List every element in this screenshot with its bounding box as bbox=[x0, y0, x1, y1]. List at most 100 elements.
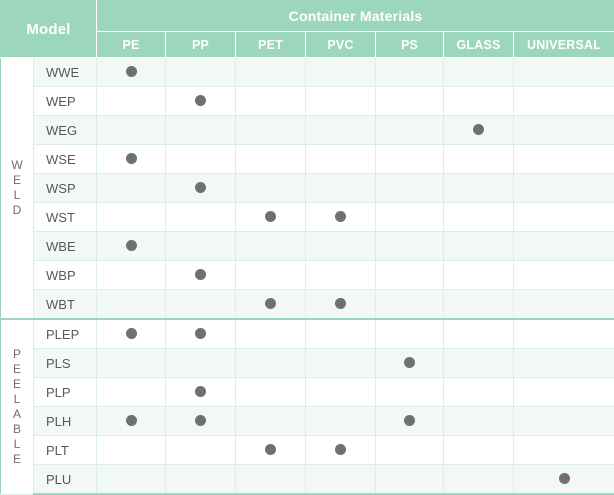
compat-cell-ps bbox=[376, 232, 444, 261]
group-label-letter: L bbox=[1, 188, 33, 203]
compat-cell-universal bbox=[514, 116, 614, 145]
compat-cell-pet bbox=[236, 58, 306, 87]
compat-dot-icon bbox=[195, 95, 206, 106]
compat-cell-pet bbox=[236, 203, 306, 232]
model-name-cell: PLT bbox=[34, 436, 97, 465]
compat-cell-pet bbox=[236, 465, 306, 495]
compat-cell-pe bbox=[97, 319, 166, 349]
compat-cell-ps bbox=[376, 465, 444, 495]
compat-cell-pvc bbox=[306, 87, 376, 116]
compat-cell-universal bbox=[514, 378, 614, 407]
compat-cell-pe bbox=[97, 116, 166, 145]
compat-cell-ps bbox=[376, 174, 444, 203]
compat-cell-pet bbox=[236, 232, 306, 261]
compat-cell-universal bbox=[514, 174, 614, 203]
compat-cell-pet bbox=[236, 436, 306, 465]
compat-cell-universal bbox=[514, 232, 614, 261]
compat-cell-glass bbox=[444, 407, 514, 436]
material-header-universal: UNIVERSAL bbox=[514, 32, 614, 58]
material-header-glass: GLASS bbox=[444, 32, 514, 58]
table-row: WEG bbox=[1, 116, 614, 145]
compat-cell-universal bbox=[514, 465, 614, 495]
compat-cell-ps bbox=[376, 116, 444, 145]
compat-dot-icon bbox=[126, 240, 137, 251]
group-label-letter: B bbox=[1, 422, 33, 437]
model-name-cell: WWE bbox=[34, 58, 97, 87]
compat-cell-pe bbox=[97, 232, 166, 261]
model-name-cell: WEG bbox=[34, 116, 97, 145]
compat-cell-pe bbox=[97, 436, 166, 465]
compat-cell-universal bbox=[514, 261, 614, 290]
compat-cell-pp bbox=[166, 349, 236, 378]
compat-cell-glass bbox=[444, 465, 514, 495]
compat-cell-glass bbox=[444, 319, 514, 349]
header-row-top: Model Container Materials bbox=[1, 1, 614, 32]
material-header-pvc: PVC bbox=[306, 32, 376, 58]
table-row: WBT bbox=[1, 290, 614, 320]
compat-cell-pvc bbox=[306, 116, 376, 145]
compat-cell-glass bbox=[444, 174, 514, 203]
compat-cell-universal bbox=[514, 349, 614, 378]
compat-cell-glass bbox=[444, 378, 514, 407]
compat-cell-ps bbox=[376, 58, 444, 87]
table-row: PLS bbox=[1, 349, 614, 378]
compat-cell-pp bbox=[166, 465, 236, 495]
compat-cell-pp bbox=[166, 232, 236, 261]
compat-cell-glass bbox=[444, 58, 514, 87]
group-label-letter: A bbox=[1, 407, 33, 422]
table-row: PLU bbox=[1, 465, 614, 495]
compat-dot-icon bbox=[195, 269, 206, 280]
model-name-cell: WST bbox=[34, 203, 97, 232]
table-row: WBP bbox=[1, 261, 614, 290]
compat-cell-pet bbox=[236, 290, 306, 320]
compat-cell-glass bbox=[444, 232, 514, 261]
model-name-cell: PLH bbox=[34, 407, 97, 436]
compat-dot-icon bbox=[265, 444, 276, 455]
model-name-cell: WBE bbox=[34, 232, 97, 261]
compat-cell-pp bbox=[166, 407, 236, 436]
compat-cell-pvc bbox=[306, 58, 376, 87]
compat-dot-icon bbox=[195, 415, 206, 426]
material-header-ps: PS bbox=[376, 32, 444, 58]
compat-cell-universal bbox=[514, 436, 614, 465]
compat-cell-pp bbox=[166, 145, 236, 174]
compat-cell-pe bbox=[97, 465, 166, 495]
compat-cell-pvc bbox=[306, 174, 376, 203]
table-row: WBE bbox=[1, 232, 614, 261]
group-label-letter: L bbox=[1, 437, 33, 452]
compat-cell-pvc bbox=[306, 319, 376, 349]
compat-cell-pp bbox=[166, 319, 236, 349]
compat-cell-glass bbox=[444, 145, 514, 174]
compat-cell-universal bbox=[514, 145, 614, 174]
compat-cell-pvc bbox=[306, 349, 376, 378]
compat-dot-icon bbox=[195, 386, 206, 397]
compat-cell-pp bbox=[166, 116, 236, 145]
group-label-letter: W bbox=[1, 158, 33, 173]
compat-cell-glass bbox=[444, 436, 514, 465]
compat-cell-pe bbox=[97, 290, 166, 320]
compat-cell-pet bbox=[236, 378, 306, 407]
compat-cell-ps bbox=[376, 87, 444, 116]
compat-cell-pe bbox=[97, 145, 166, 174]
compat-dot-icon bbox=[265, 211, 276, 222]
compat-cell-glass bbox=[444, 349, 514, 378]
compat-dot-icon bbox=[195, 182, 206, 193]
compat-cell-pp bbox=[166, 290, 236, 320]
compat-cell-pvc bbox=[306, 261, 376, 290]
compat-cell-pvc bbox=[306, 145, 376, 174]
compat-cell-pvc bbox=[306, 232, 376, 261]
compat-dot-icon bbox=[195, 328, 206, 339]
model-name-cell: WSE bbox=[34, 145, 97, 174]
compat-cell-pe bbox=[97, 378, 166, 407]
compat-cell-pe bbox=[97, 87, 166, 116]
compat-cell-ps bbox=[376, 436, 444, 465]
compat-dot-icon bbox=[126, 153, 137, 164]
material-header-pet: PET bbox=[236, 32, 306, 58]
model-column-header: Model bbox=[1, 1, 97, 58]
group-label-letter: E bbox=[1, 362, 33, 377]
compat-cell-pe bbox=[97, 174, 166, 203]
table-row: WSP bbox=[1, 174, 614, 203]
model-name-cell: PLEP bbox=[34, 319, 97, 349]
